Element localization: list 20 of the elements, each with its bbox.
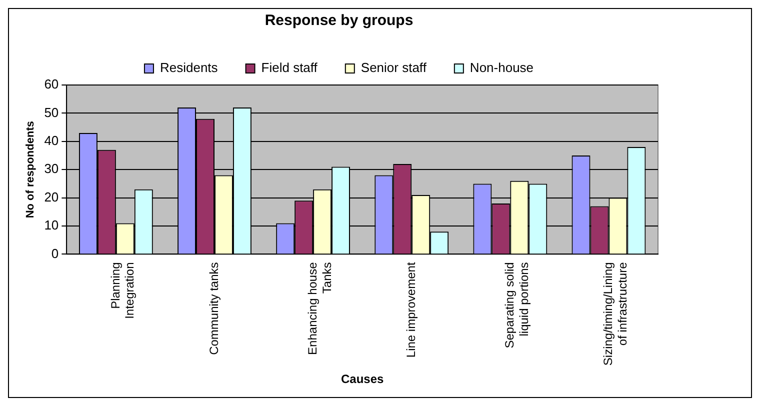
x-tick-label: Separating solid liquid portions	[502, 262, 531, 348]
x-tick-label: Planning Integration	[108, 262, 137, 319]
x-tick-label: Line improvement	[404, 262, 418, 358]
legend-label: Senior staff	[360, 60, 427, 76]
x-axis-title: Causes	[340, 372, 384, 386]
x-tick-label: Community tanks	[206, 262, 221, 355]
y-tick-label: 50	[44, 104, 59, 120]
y-axis-title: No of respondents	[24, 121, 37, 218]
x-tick-label: Enhancing house Tanks	[305, 262, 334, 355]
x-tick-label: Sizing/timing/Lining of infrastructure	[601, 262, 630, 366]
y-tick-label: 10	[44, 218, 59, 233]
y-tick-label: 40	[44, 132, 59, 148]
y-tick-label: 0	[51, 246, 59, 261]
y-tick-label: 20	[44, 189, 59, 204]
y-tick-label: 60	[44, 76, 59, 92]
legend-label: Residents	[160, 60, 218, 76]
legend-label: Field staff	[261, 60, 318, 76]
chart-title: Response by groups	[264, 12, 414, 30]
legend-label: Non-house	[470, 60, 534, 76]
y-tick-label: 30	[44, 161, 59, 176]
